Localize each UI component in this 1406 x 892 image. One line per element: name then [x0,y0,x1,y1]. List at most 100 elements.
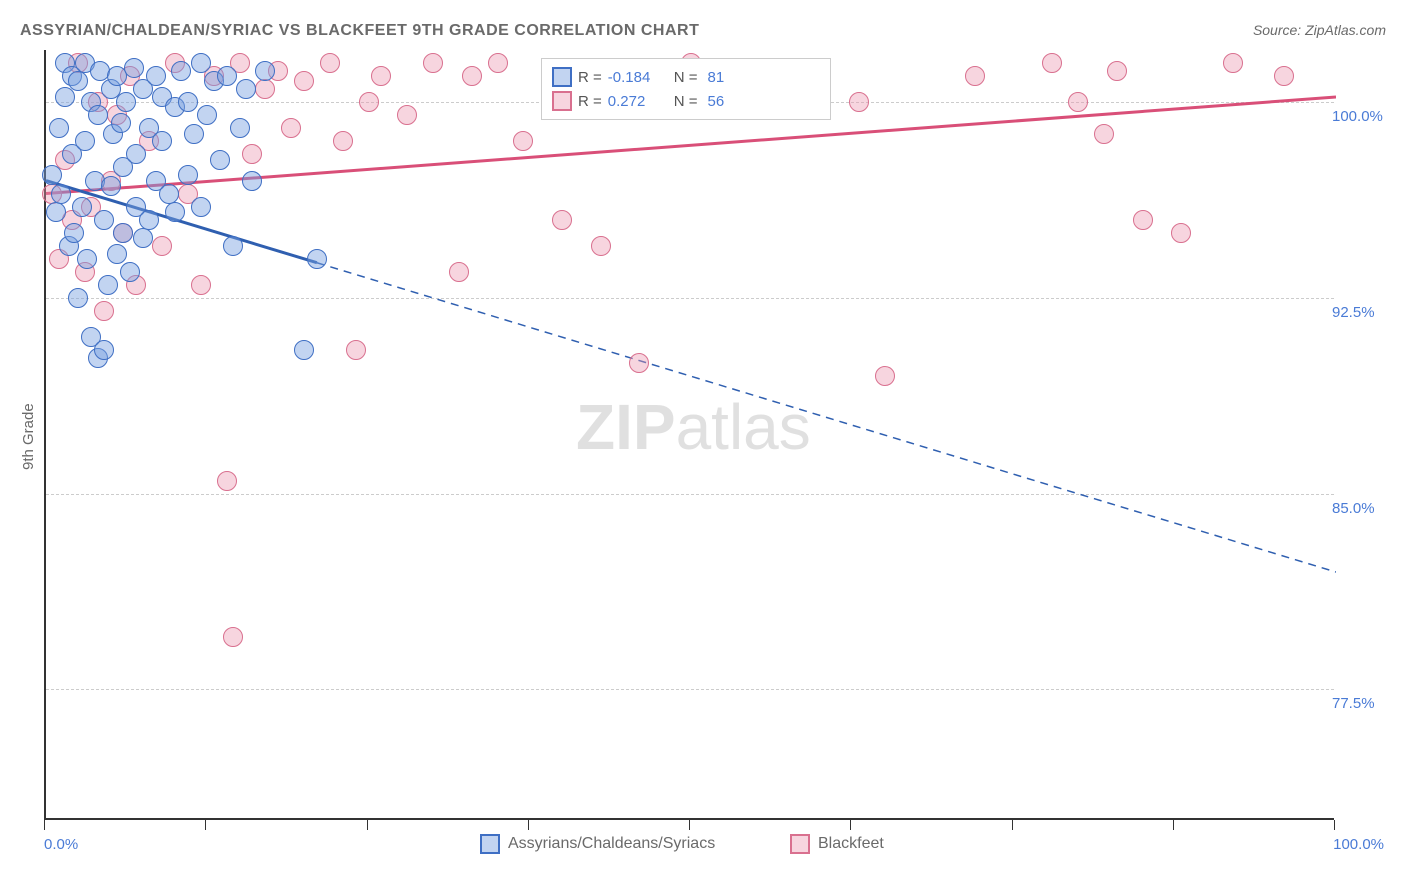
n-label-b: N = [674,93,698,110]
scatter-point-a [242,171,262,191]
scatter-point-a [178,92,198,112]
legend-swatch-b [552,91,572,111]
x-tick-mark [367,820,368,830]
scatter-point-b [191,275,211,295]
gridline [46,494,1334,495]
chart-title: ASSYRIAN/CHALDEAN/SYRIAC VS BLACKFEET 9T… [20,22,699,40]
stats-legend: R = -0.184 N = 81 R = 0.272 N = 56 [541,58,831,120]
scatter-point-a [294,340,314,360]
scatter-point-a [152,131,172,151]
x-tick-mark [44,820,45,830]
scatter-point-a [307,249,327,269]
scatter-point-b [294,71,314,91]
source-text: Source: ZipAtlas.com [1253,22,1386,38]
x-tick-mark [528,820,529,830]
scatter-point-b [281,118,301,138]
r-label-b: R = [578,93,602,110]
watermark-atlas: atlas [676,391,811,463]
scatter-point-a [223,236,243,256]
r-value-a: -0.184 [608,69,668,86]
scatter-point-a [98,275,118,295]
x-tick-mark [205,820,206,830]
x-tick-mark [850,820,851,830]
scatter-point-b [333,131,353,151]
scatter-point-b [397,105,417,125]
scatter-point-b [1107,61,1127,81]
scatter-point-a [139,210,159,230]
bottom-legend-a: Assyrians/Chaldeans/Syriacs [480,834,715,854]
scatter-point-a [197,105,217,125]
scatter-point-a [191,53,211,73]
scatter-point-a [64,223,84,243]
scatter-point-a [126,144,146,164]
scatter-point-b [965,66,985,86]
scatter-point-a [94,210,114,230]
scatter-point-a [236,79,256,99]
scatter-point-b [1094,124,1114,144]
x-min-label: 0.0% [44,836,78,853]
gridline [46,298,1334,299]
scatter-point-a [171,61,191,81]
x-tick-mark [1012,820,1013,830]
stats-row-b: R = 0.272 N = 56 [552,89,820,113]
scatter-point-b [359,92,379,112]
scatter-point-a [133,228,153,248]
scatter-point-b [591,236,611,256]
trend-lines [46,50,1336,820]
scatter-point-b [1274,66,1294,86]
scatter-point-b [320,53,340,73]
scatter-point-a [51,184,71,204]
scatter-point-a [159,184,179,204]
scatter-point-b [1223,53,1243,73]
scatter-point-b [1042,53,1062,73]
bottom-legend-b: Blackfeet [790,834,884,854]
plot-area: 77.5%85.0%92.5%100.0% ZIPatlas R = -0.18… [44,50,1334,820]
scatter-point-a [146,66,166,86]
scatter-point-a [165,202,185,222]
stats-row-a: R = -0.184 N = 81 [552,65,820,89]
scatter-point-a [42,165,62,185]
x-tick-mark [689,820,690,830]
scatter-point-b [552,210,572,230]
scatter-point-a [191,197,211,217]
scatter-point-b [346,340,366,360]
scatter-point-b [217,471,237,491]
bottom-swatch-a [480,834,500,854]
scatter-point-b [449,262,469,282]
scatter-point-a [217,66,237,86]
scatter-point-b [1133,210,1153,230]
scatter-point-b [462,66,482,86]
scatter-point-a [101,176,121,196]
scatter-point-a [113,223,133,243]
x-tick-mark [1334,820,1335,830]
scatter-point-a [94,340,114,360]
y-axis-label: 9th Grade [20,403,37,470]
scatter-point-b [1171,223,1191,243]
scatter-point-a [230,118,250,138]
scatter-point-a [107,244,127,264]
scatter-point-b [371,66,391,86]
scatter-point-b [629,353,649,373]
scatter-point-a [49,118,69,138]
scatter-point-a [68,288,88,308]
scatter-point-a [178,165,198,185]
watermark: ZIPatlas [576,390,811,464]
scatter-point-a [124,58,144,78]
scatter-point-b [94,301,114,321]
legend-swatch-a [552,67,572,87]
scatter-point-b [849,92,869,112]
r-label-a: R = [578,69,602,86]
n-value-b: 56 [708,93,725,110]
scatter-point-a [46,202,66,222]
bottom-label-a: Assyrians/Chaldeans/Syriacs [508,835,715,853]
gridline [46,689,1334,690]
scatter-point-a [72,197,92,217]
scatter-point-a [68,71,88,91]
scatter-point-b [223,627,243,647]
scatter-point-a [88,105,108,125]
scatter-point-a [75,131,95,151]
n-value-a: 81 [708,69,725,86]
scatter-point-b [488,53,508,73]
scatter-point-b [423,53,443,73]
scatter-point-a [116,92,136,112]
